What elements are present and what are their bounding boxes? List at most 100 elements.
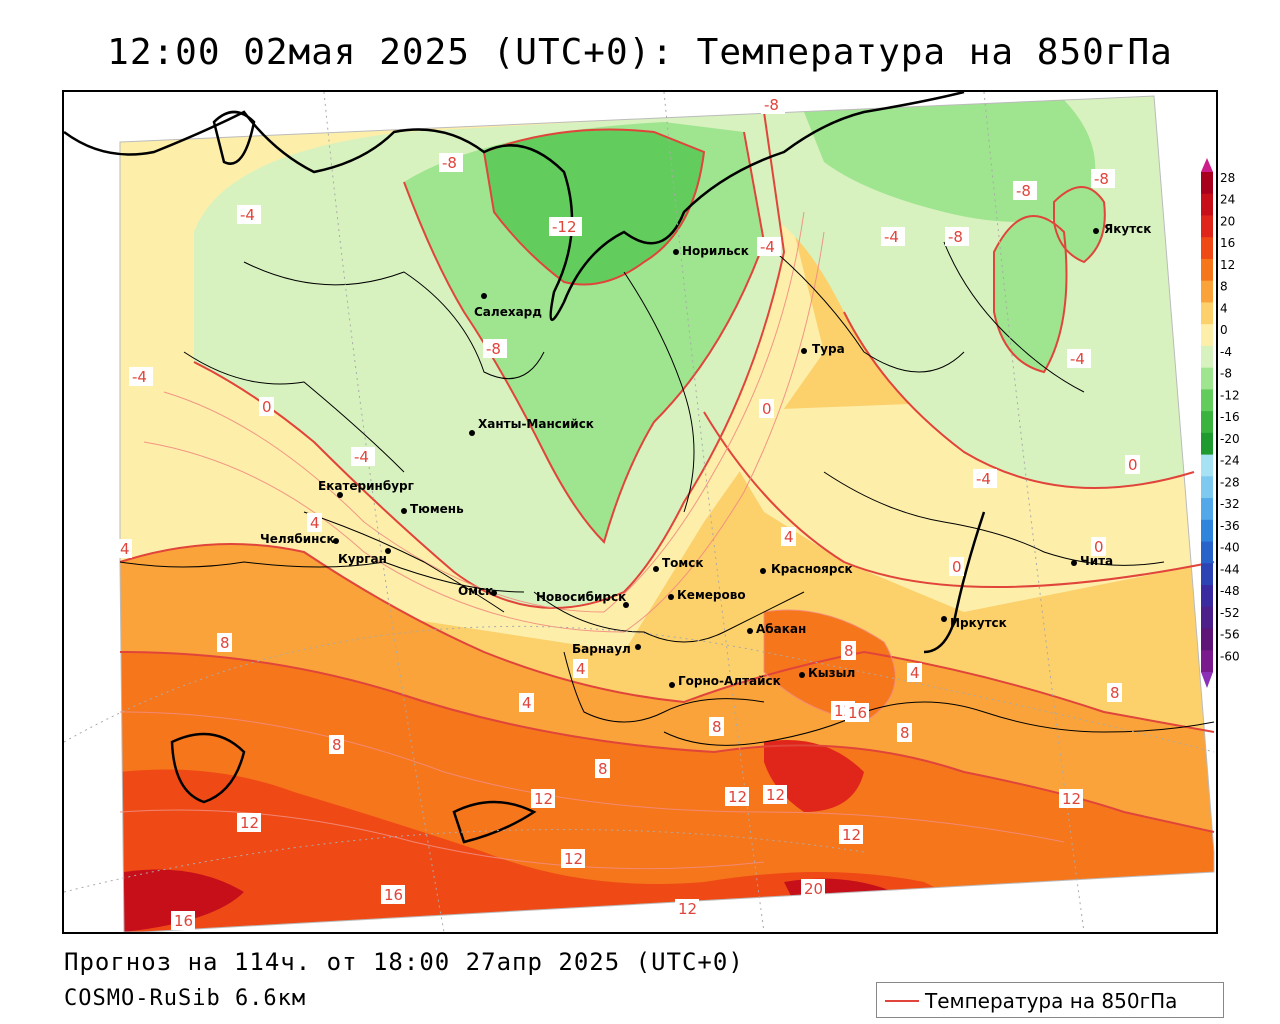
colorbar-tick-label: 8: [1220, 280, 1228, 294]
city-yakutsk[interactable]: Якутск: [1093, 222, 1151, 236]
svg-text:Горно-Алтайск: Горно-Алтайск: [678, 674, 781, 688]
isotherm-label: 8: [712, 718, 722, 736]
city-khanty-mansiysk[interactable]: Ханты-Мансийск: [469, 417, 594, 436]
city-kemerovo[interactable]: Кемерово: [668, 588, 746, 602]
isotherm-label: -4: [132, 368, 147, 386]
svg-text:Челябинск: Челябинск: [260, 532, 335, 546]
colorbar-tick-label: -24: [1220, 454, 1240, 468]
isotherm-label: 4: [522, 694, 532, 712]
city-barnaul[interactable]: Барнаул: [572, 642, 641, 656]
city-kurgan[interactable]: Курган: [338, 548, 391, 566]
isotherm-labels: -12 -8 -8 -8 -8 -8 -8 -4 -4 -4 -4 -4 -4 -4 0 0 0 0 0 4 4 4 4 4 4…: [117, 95, 1140, 930]
isotherm-label: 8: [220, 634, 230, 652]
colorbar-top-arrow: [1201, 158, 1213, 172]
isotherm-label-bg: [845, 703, 869, 722]
city-yekaterinburg[interactable]: Екатеринбург: [318, 479, 414, 498]
model-info: COSMO-RuSib 6.6км: [64, 986, 307, 1011]
colorbar-tick-label: -32: [1220, 497, 1240, 511]
colorbar-tick-label: -56: [1220, 628, 1240, 642]
svg-text:Барнаул: Барнаул: [572, 642, 631, 656]
isotherm-label: 8: [844, 642, 854, 660]
isotherm-label: -4: [976, 470, 991, 488]
city-omsk[interactable]: Омск: [458, 584, 497, 598]
temperature-map[interactable]: Салехард Норильск Якутск Тура Ханты-Манс…: [64, 92, 1216, 932]
city-abakan[interactable]: Абакан: [747, 622, 806, 636]
isotherm-label-bg: [561, 849, 585, 868]
city-tyumen[interactable]: Тюмень: [401, 502, 464, 516]
svg-text:Абакан: Абакан: [756, 622, 806, 636]
isotherm-label-bg: [907, 663, 922, 682]
isotherm-label-bg: [1013, 181, 1037, 200]
city-kyzyl[interactable]: Кызыл: [799, 666, 855, 680]
isotherm-label: 16: [384, 886, 403, 904]
isotherm-label-bg: [237, 205, 261, 224]
isotherm-label: 4: [910, 664, 920, 682]
isotherm-label-bg: [483, 339, 507, 358]
svg-text:Тюмень: Тюмень: [410, 502, 464, 516]
colorbar-swatch: [1201, 606, 1213, 630]
city-krasnoyarsk[interactable]: Красноярск: [760, 562, 853, 576]
isotherm-label-bg: [573, 659, 588, 678]
city-tura[interactable]: Тура: [801, 342, 845, 356]
isotherm-label-bg: [549, 217, 582, 236]
svg-text:Красноярск: Красноярск: [771, 562, 853, 576]
isotherm-label-bg: [675, 899, 699, 918]
isotherm-label-bg: [949, 557, 964, 576]
isotherm-label: -4: [240, 206, 255, 224]
isotherm-label: 4: [784, 528, 794, 546]
city-chelyabinsk[interactable]: Челябинск: [260, 532, 339, 546]
svg-text:Иркутск: Иркутск: [950, 616, 1007, 630]
city-novosibirsk[interactable]: Новосибирск: [536, 590, 629, 608]
isotherm-label: 16: [848, 704, 867, 722]
isotherm-label: -4: [1070, 350, 1085, 368]
colorbar-swatch: [1201, 302, 1213, 325]
legend: Температура на 850гПа: [876, 982, 1224, 1018]
isotherm-label-bg: [1091, 169, 1115, 188]
isotherm-label-bg: [259, 397, 274, 416]
city-gorno-altaysk[interactable]: Горно-Алтайск: [669, 674, 781, 688]
colorbar-swatch: [1201, 258, 1213, 282]
isotherm-label: 0: [262, 398, 272, 416]
colorbar-swatch: [1201, 215, 1213, 238]
colorbar-tick-label: -16: [1220, 410, 1240, 424]
city-salekhard[interactable]: Салехард: [474, 293, 542, 319]
isotherm-label-bg: [801, 879, 825, 898]
forecast-info: Прогноз на 114ч. от 18:00 27апр 2025 (UT…: [64, 948, 744, 976]
colorbar-tick-label: -40: [1220, 541, 1240, 555]
colorbar-tick-label: -28: [1220, 475, 1240, 489]
colorbar-tick-label: -52: [1220, 606, 1240, 620]
svg-text:Кемерово: Кемерово: [677, 588, 746, 602]
isotherm-label-bg: [1125, 455, 1140, 474]
isotherm-label-bg: [1107, 683, 1122, 702]
isotherm-label: 12: [564, 850, 583, 868]
city-irkutsk[interactable]: Иркутск: [941, 616, 1007, 630]
isotherm-label-bg: [117, 539, 132, 558]
colorbar-tick-label: -12: [1220, 388, 1240, 402]
svg-text:Чита: Чита: [1080, 554, 1113, 568]
isotherm-label-bg: [1067, 349, 1091, 368]
colorbar-swatch: [1201, 324, 1213, 347]
isotherm-label: 8: [598, 760, 608, 778]
isotherm-label: 12: [678, 900, 697, 918]
isotherm-label-bg: [881, 227, 905, 246]
svg-text:Норильск: Норильск: [682, 244, 749, 258]
isotherm-label-bg: [761, 95, 785, 114]
svg-text:Томск: Томск: [662, 556, 704, 570]
isotherm-label-bg: [709, 717, 724, 736]
isotherm-label-bg: [759, 399, 774, 418]
isotherm-label: 12: [1062, 790, 1081, 808]
city-tomsk[interactable]: Томск: [653, 556, 704, 572]
colorbar-tick-label: 16: [1220, 236, 1235, 250]
isotherm-label-bg: [519, 693, 534, 712]
map-frame[interactable]: Салехард Норильск Якутск Тура Ханты-Манс…: [62, 90, 1218, 934]
isotherm-label-bg: [129, 367, 153, 386]
city-norilsk[interactable]: Норильск: [673, 244, 749, 258]
isotherm-label: 12: [240, 814, 259, 832]
city-chita[interactable]: Чита: [1071, 554, 1113, 568]
isotherm-label-bg: [381, 885, 405, 904]
isotherm-label: 8: [1110, 684, 1120, 702]
colorbar-tick-label: -44: [1220, 562, 1240, 576]
colorbar-swatch: [1201, 411, 1213, 434]
isotherm-label-bg: [725, 787, 749, 806]
svg-text:Тура: Тура: [812, 342, 845, 356]
